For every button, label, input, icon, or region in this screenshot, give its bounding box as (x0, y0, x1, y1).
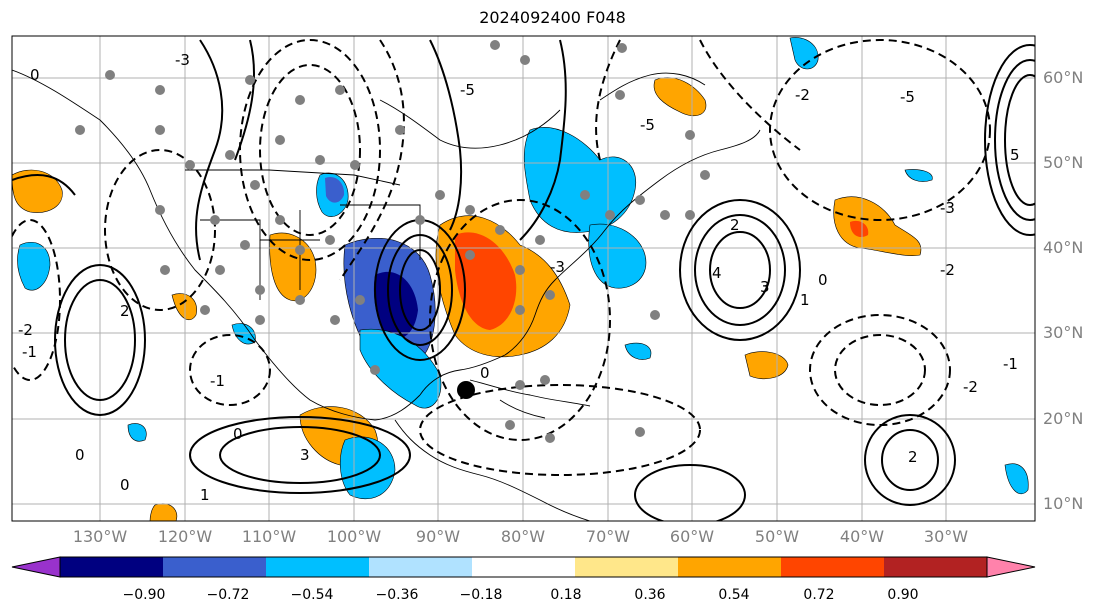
contour-label: -2 (795, 86, 810, 104)
contour-label: -2 (18, 321, 33, 339)
contour-label: 0 (30, 66, 40, 84)
contour-label: 4 (712, 264, 722, 282)
contour-label: -5 (900, 88, 915, 106)
colorbar-tick-label: −0.72 (206, 587, 250, 603)
lon-label: 60°W (669, 527, 715, 546)
lon-label: 40°W (839, 527, 885, 546)
colorbar-tick-label: 0.90 (887, 587, 919, 603)
station-dots (75, 40, 710, 443)
contour-label: -1 (1003, 355, 1018, 373)
contour-label: 0 (233, 425, 243, 443)
graticule (12, 36, 1035, 521)
contour-label: 0 (75, 446, 85, 464)
lat-label: 50°N (1043, 153, 1084, 172)
contour-label: -1 (22, 343, 37, 361)
colorbar-extend-high (986, 556, 1036, 578)
contours-negative (12, 39, 991, 476)
contour-label: -3 (940, 199, 955, 217)
colorbar-tick-label: −0.36 (375, 587, 419, 603)
contour-label: -1 (210, 372, 225, 390)
contour-label: 0 (120, 476, 130, 494)
colorbar-cell (266, 557, 370, 577)
contour-label: 1 (800, 291, 810, 309)
contour-label: 1 (200, 486, 210, 504)
colorbar-cell (369, 557, 473, 577)
lat-label: 30°N (1043, 323, 1084, 342)
contour-label: 0 (818, 271, 828, 289)
lon-label: 50°W (754, 527, 800, 546)
coastlines (12, 69, 761, 521)
contour-label: -2 (940, 261, 955, 279)
colorbar-cell (678, 557, 782, 577)
colorbar-tick-label: −0.90 (122, 587, 166, 603)
colorbar-tick-label: 0.36 (634, 587, 666, 603)
map-title: 2024092400 F048 (479, 8, 626, 27)
colorbar-cell (781, 557, 885, 577)
shaded-anomalies (12, 37, 1029, 521)
map-frame (11, 35, 1036, 522)
lon-label: 90°W (415, 527, 461, 546)
contour-label: 0 (480, 364, 490, 382)
contour-label: -2 (963, 378, 978, 396)
lat-label: 40°N (1043, 238, 1084, 257)
contour-label: -3 (550, 258, 565, 276)
colorbar-extend-low (11, 556, 61, 578)
lon-label: 130°W (72, 527, 128, 546)
contour-label: 3 (300, 446, 310, 464)
contour-label: 2 (730, 216, 740, 234)
lon-label: 110°W (241, 527, 297, 546)
colorbar-tick-label: −0.18 (459, 587, 503, 603)
contour-label: 2 (908, 448, 918, 466)
lon-label: 30°W (923, 527, 969, 546)
colorbar-tick-label: 0.54 (718, 587, 750, 603)
lon-label: 70°W (585, 527, 631, 546)
lon-label: 120°W (157, 527, 213, 546)
storm-center-marker (457, 381, 475, 399)
lat-label: 10°N (1043, 494, 1084, 513)
lat-label: 60°N (1043, 68, 1084, 87)
colorbar (11, 556, 1036, 578)
colorbar-cell (884, 557, 988, 577)
lon-label: 80°W (500, 527, 546, 546)
contour-label: 5 (1010, 146, 1020, 164)
lon-label: 100°W (326, 527, 382, 546)
colorbar-cell (60, 557, 164, 577)
contour-value-labels: 0 0 0 0 0 0 -1 -1 -1 -2 -2 -2 -2 -3 -3 -… (18, 51, 1020, 504)
contour-label: 2 (120, 302, 130, 320)
colorbar-tick-label: 0.72 (803, 587, 835, 603)
contour-label: -3 (175, 51, 190, 69)
lat-label: 20°N (1043, 409, 1084, 428)
colorbar-cell (472, 557, 576, 577)
colorbar-cell (575, 557, 679, 577)
colorbar-tick-label: 0.18 (550, 587, 582, 603)
contour-label: 3 (760, 278, 770, 296)
colorbar-cell (163, 557, 267, 577)
contour-label: -5 (640, 116, 655, 134)
contour-label: -5 (460, 81, 475, 99)
colorbar-tick-label: −0.54 (290, 587, 334, 603)
